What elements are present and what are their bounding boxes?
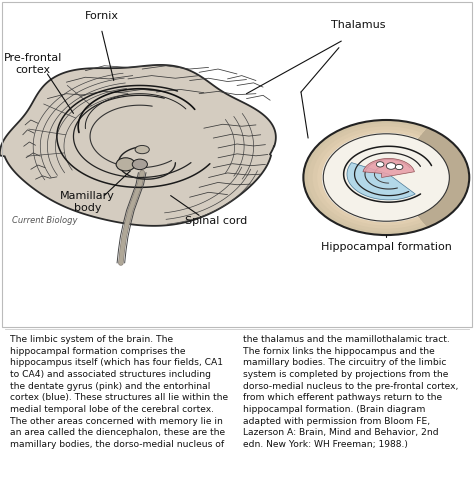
Circle shape	[377, 171, 395, 184]
Circle shape	[132, 159, 147, 169]
Wedge shape	[386, 137, 454, 218]
Text: Pre-frontal
cortex: Pre-frontal cortex	[4, 53, 63, 75]
Circle shape	[303, 120, 469, 235]
Circle shape	[327, 136, 446, 219]
Ellipse shape	[135, 146, 149, 154]
Text: Current Biology: Current Biology	[12, 216, 77, 225]
Wedge shape	[386, 132, 461, 223]
Text: Hippocampal formation: Hippocampal formation	[321, 242, 452, 252]
Circle shape	[376, 162, 384, 167]
Text: Thalamus: Thalamus	[331, 19, 385, 30]
Wedge shape	[386, 134, 459, 221]
Wedge shape	[386, 131, 465, 225]
Circle shape	[312, 127, 460, 229]
Wedge shape	[386, 139, 451, 216]
Wedge shape	[386, 136, 455, 219]
Wedge shape	[386, 128, 468, 227]
Wedge shape	[386, 136, 456, 219]
Circle shape	[116, 158, 135, 171]
Circle shape	[322, 133, 451, 222]
Circle shape	[323, 134, 449, 221]
Circle shape	[340, 146, 432, 209]
Wedge shape	[386, 131, 464, 224]
Text: the thalamus and the mamillothalamic tract.
The fornix links the hippocampus and: the thalamus and the mamillothalamic tra…	[243, 335, 458, 449]
Wedge shape	[386, 132, 462, 223]
Wedge shape	[386, 138, 452, 217]
Wedge shape	[386, 130, 466, 225]
Text: Mamillary
body: Mamillary body	[60, 191, 115, 213]
Circle shape	[382, 174, 391, 181]
Text: Spinal cord: Spinal cord	[184, 216, 247, 226]
Wedge shape	[386, 131, 463, 224]
Wedge shape	[386, 134, 458, 221]
Circle shape	[386, 163, 396, 169]
Wedge shape	[386, 135, 456, 220]
Circle shape	[359, 158, 414, 197]
Circle shape	[308, 123, 465, 232]
Polygon shape	[347, 163, 415, 200]
Circle shape	[336, 142, 437, 213]
Circle shape	[354, 155, 419, 200]
Text: Fornix: Fornix	[85, 11, 119, 21]
Wedge shape	[386, 130, 465, 225]
Wedge shape	[386, 129, 467, 226]
Polygon shape	[0, 65, 276, 226]
Circle shape	[373, 168, 400, 187]
Wedge shape	[386, 137, 453, 218]
Circle shape	[363, 162, 410, 193]
Circle shape	[349, 152, 423, 203]
Circle shape	[368, 165, 405, 190]
Circle shape	[345, 149, 428, 206]
Circle shape	[317, 130, 456, 225]
Circle shape	[395, 165, 403, 169]
Wedge shape	[386, 135, 457, 220]
Wedge shape	[386, 133, 460, 222]
Text: The limbic system of the brain. The
hippocampal formation comprises the
hippocam: The limbic system of the brain. The hipp…	[10, 335, 228, 449]
Polygon shape	[363, 158, 414, 178]
Circle shape	[331, 139, 442, 216]
